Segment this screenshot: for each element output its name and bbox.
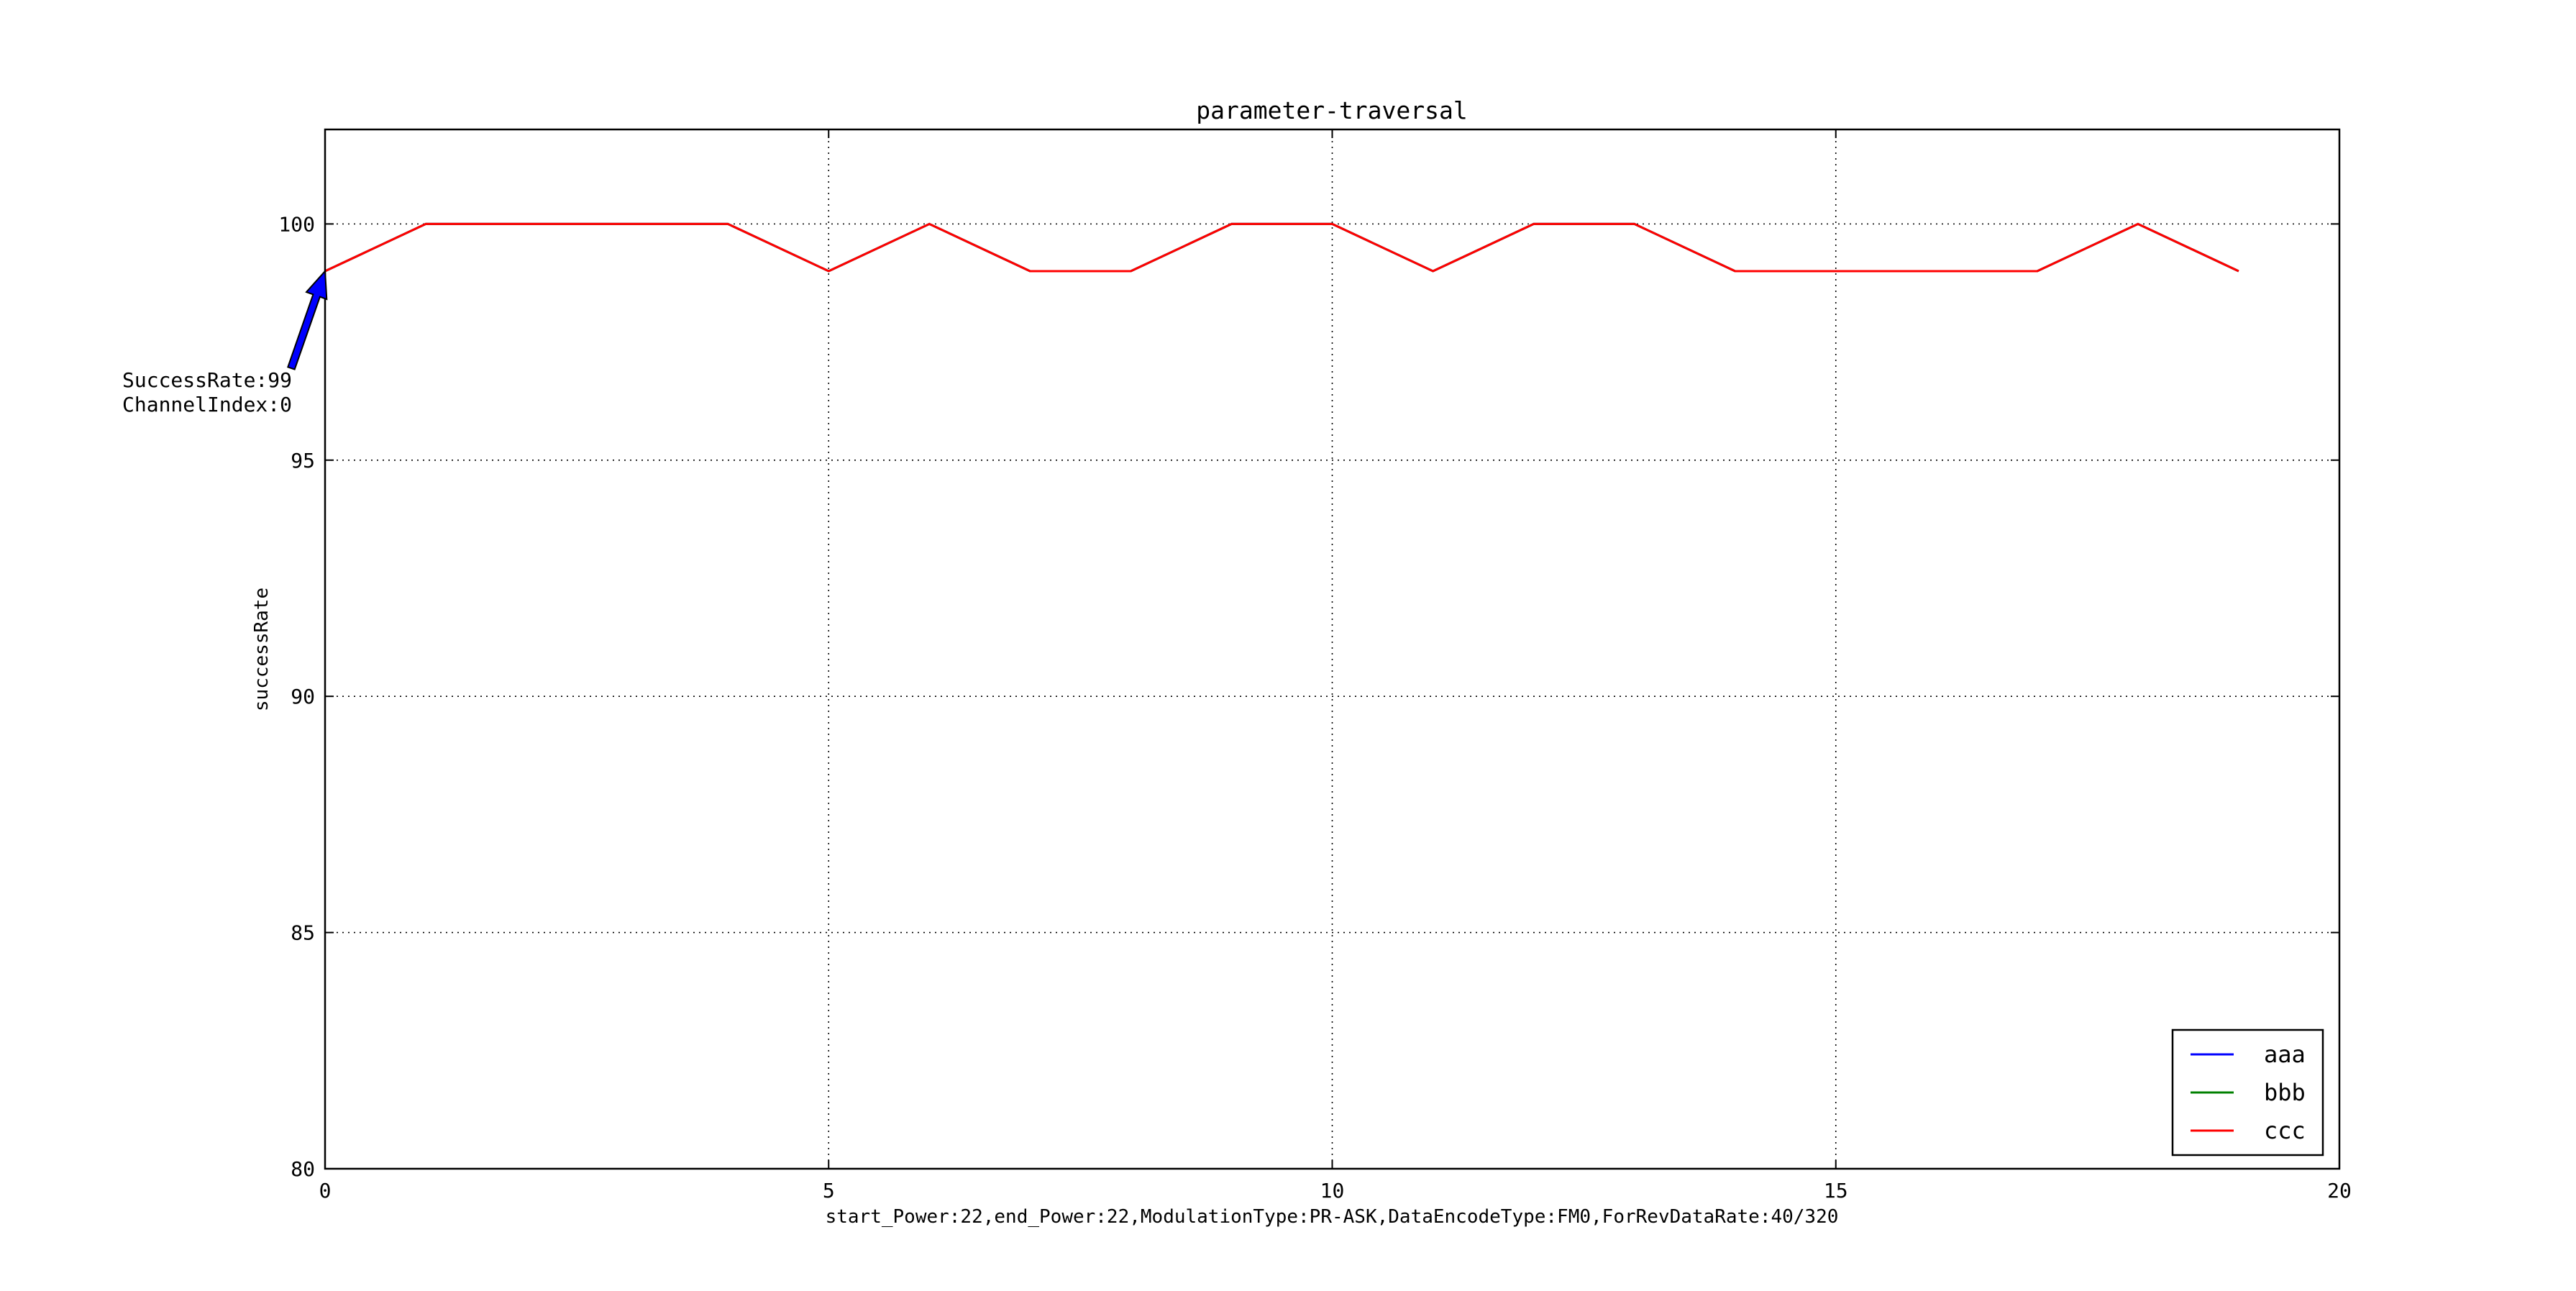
series-line-ccc: [324, 222, 2239, 273]
y-tick-label: 90: [291, 685, 315, 708]
y-tick-label: 85: [291, 921, 315, 945]
series-line-aaa: [324, 222, 2239, 273]
x-tick-label: 15: [1824, 1179, 1848, 1203]
x-tick-label: 5: [823, 1179, 835, 1203]
axis-ticks: 80 85 90 95 100 0 5 10 15 20: [278, 129, 2352, 1203]
y-tick-label: 100: [278, 212, 315, 236]
legend-label-aaa: aaa: [2264, 1041, 2306, 1068]
legend-label-ccc: ccc: [2264, 1117, 2306, 1144]
x-tick-label: 10: [1320, 1179, 1345, 1203]
legend: aaa bbb ccc: [2171, 1028, 2324, 1157]
annotation-text-line: ChannelIndex:0: [122, 393, 292, 416]
y-axis-label: successRate: [251, 588, 273, 711]
annotation-arrow: [287, 269, 328, 370]
x-tick-label: 20: [2327, 1179, 2352, 1203]
x-tick-label: 0: [319, 1179, 332, 1203]
series-lines: [324, 222, 2239, 273]
x-axis-label: start_Power:22,end_Power:22,ModulationTy…: [826, 1206, 1839, 1228]
grid-lines: [325, 129, 2339, 1169]
y-tick-label: 80: [291, 1157, 315, 1181]
chart-title: parameter-traversal: [1196, 96, 1468, 124]
y-tick-label: 95: [291, 449, 315, 473]
series-line-bbb: [324, 222, 2239, 273]
annotation-text-line: SuccessRate:99: [122, 368, 292, 392]
legend-label-bbb: bbb: [2264, 1079, 2306, 1106]
